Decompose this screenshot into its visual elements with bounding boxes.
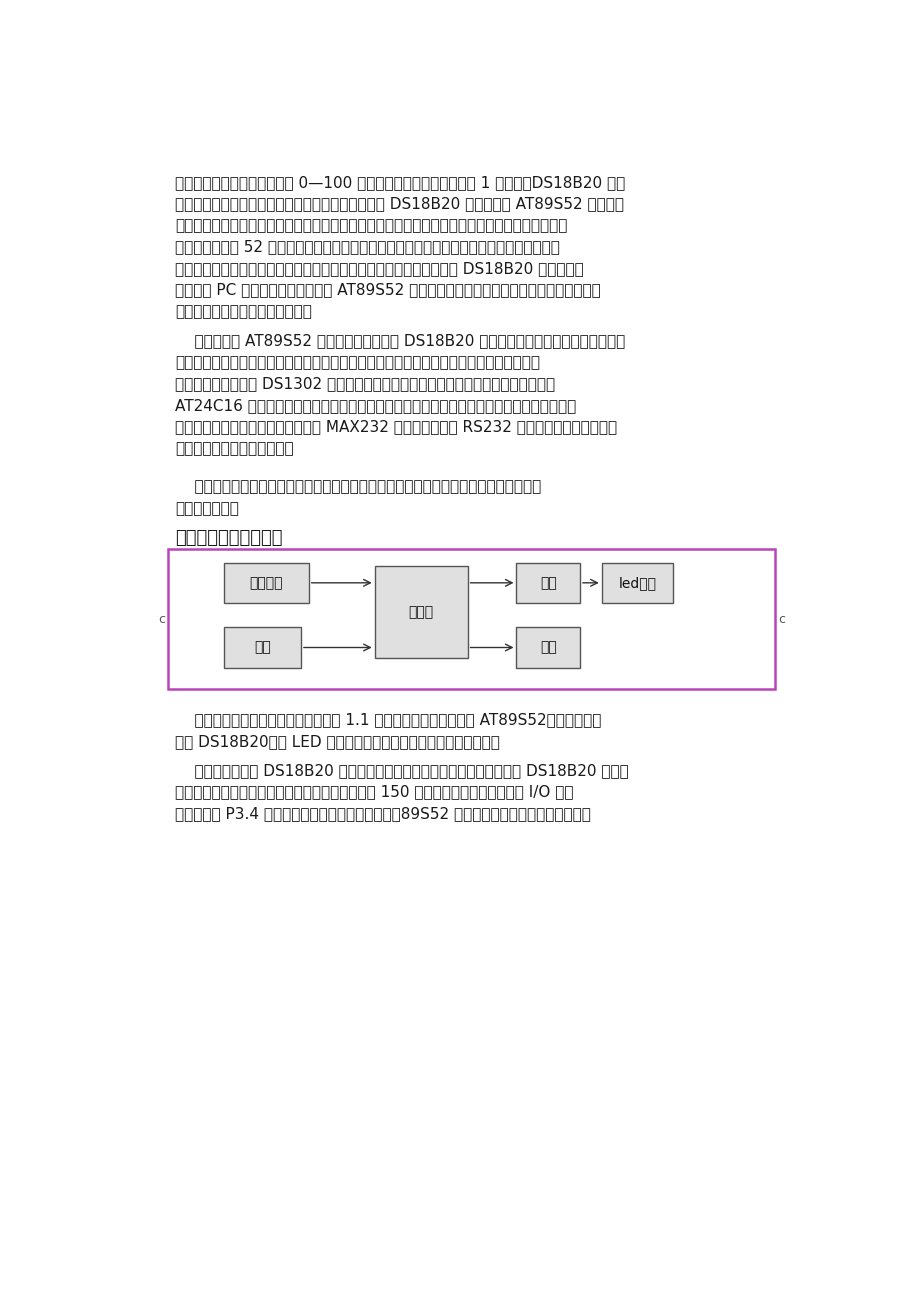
Text: 工作原理：基于 DS18B20 的温度测量装置电路图如上所示：温度传感器 DS18B20 将被测: 工作原理：基于 DS18B20 的温度测量装置电路图如上所示：温度传感器 DS1… — [176, 763, 629, 779]
Text: 温度计电路设计总体设计方框图如图 1.1 所示，控制器采用单片机 AT89S52，温度传感器: 温度计电路设计总体设计方框图如图 1.1 所示，控制器采用单片机 AT89S52… — [176, 712, 601, 728]
Text: 大特点之一采用了单总线的数据传输，由数字温度计 DS18B20 和微控制器 AT89S52 构成的温: 大特点之一采用了单总线的数据传输，由数字温度计 DS18B20 和微控制器 AT… — [176, 197, 624, 211]
Text: c: c — [158, 613, 165, 626]
Text: 方案二的总体设计框图: 方案二的总体设计框图 — [176, 529, 283, 547]
FancyBboxPatch shape — [516, 562, 579, 603]
Text: 时和温度查询，获得的数据可以通过 MAX232 芯片与计算机的 RS232 接口进行串口通信，方便: 时和温度查询，获得的数据可以通过 MAX232 芯片与计算机的 RS232 接口… — [176, 419, 617, 435]
Text: 的采集和整理时间温度数据。: 的采集和整理时间温度数据。 — [176, 441, 294, 456]
Text: 温元件，此元件线形较好。在 0—100 摄氏度时，最大线形偏差小于 1 摄氏度。DS18B20 的最: 温元件，此元件线形较好。在 0—100 摄氏度时，最大线形偏差小于 1 摄氏度。… — [176, 174, 625, 190]
Text: 该系统利用 AT89S52 芯片控制温度传感器 DS18B20 进行实时温度检测并显示，能够实现: 该系统利用 AT89S52 芯片控制温度传感器 DS18B20 进行实时温度检测… — [176, 333, 625, 349]
Text: 采用了方案二。: 采用了方案二。 — [176, 501, 239, 516]
Text: 温度检测: 温度检测 — [249, 575, 282, 590]
Text: 体积不大。采用 52 单片机控制，软件编程的自由度大，可通过编程实现各种各样的算术算法: 体积不大。采用 52 单片机控制，软件编程的自由度大，可通过编程实现各种各样的算… — [176, 240, 560, 254]
Text: 设计中加入时钟芯片 DS1302 以获取时间数据，在数据处理同时显示时间，并可以利用: 设计中加入时钟芯片 DS1302 以获取时间数据，在数据处理同时显示时间，并可以… — [176, 376, 555, 392]
Text: 驱动: 驱动 — [539, 575, 556, 590]
Text: 晶振: 晶振 — [254, 641, 270, 655]
Text: 采用 DS18B20，用 LED 液晶显示屏以串口传送数据实现温度显示：: 采用 DS18B20，用 LED 液晶显示屏以串口传送数据实现温度显示： — [176, 734, 500, 749]
Text: 和逻辑控制，而且体积小，硬件实现简单，安装方便。既可以单独对多 DS18B20 控制工作，: 和逻辑控制，而且体积小，硬件实现简单，安装方便。既可以单独对多 DS18B20 … — [176, 260, 584, 276]
Text: led显示: led显示 — [618, 575, 655, 590]
FancyBboxPatch shape — [516, 628, 579, 668]
Text: 度测量装置，它直接输出温度的数字信号，可直接与计算机连接。这样，测温系统的结构就简单，: 度测量装置，它直接输出温度的数字信号，可直接与计算机连接。这样，测温系统的结构就… — [176, 217, 567, 233]
Bar — [167, 549, 775, 689]
Text: 以上两种方案，经小组讨论后，采用方案二，电路比较简单，软件设计也比较简单，故: 以上两种方案，经小组讨论后，采用方案二，电路比较简单，软件设计也比较简单，故 — [176, 479, 541, 495]
Text: 还可以与 PC 机通信上传数据，另外 AT89S52 在工业控制上也有着广泛的应用，编程技术及外: 还可以与 PC 机通信上传数据，另外 AT89S52 在工业控制上也有着广泛的应… — [176, 283, 600, 298]
Text: 围功能电路的配合使用都很成熟。: 围功能电路的配合使用都很成熟。 — [176, 305, 312, 319]
FancyBboxPatch shape — [374, 566, 467, 659]
FancyBboxPatch shape — [223, 628, 301, 668]
FancyBboxPatch shape — [223, 562, 309, 603]
FancyBboxPatch shape — [601, 562, 673, 603]
Text: 报警: 报警 — [539, 641, 556, 655]
Text: 与单片机的 P3.4 相连，传感器采用外部电源供电。89S52 是整个装置的控制核心，显示器模: 与单片机的 P3.4 相连，传感器采用外部电源供电。89S52 是整个装置的控制… — [176, 806, 591, 822]
Text: c: c — [777, 613, 784, 626]
Text: AT24C16 芯片作为存储器件，以此来对某些时间点的温度数据进行存储，利用键盘来进行调: AT24C16 芯片作为存储器件，以此来对某些时间点的温度数据进行存储，利用键盘… — [176, 398, 576, 413]
Text: 快速测量环境温度，并可以根据需要设定上下限报警温度。该系统扩展性非常强，它可以在: 快速测量环境温度，并可以根据需要设定上下限报警温度。该系统扩展性非常强，它可以在 — [176, 355, 539, 370]
Text: 环境温度转换成带符号的数字信号，传感器可置于 150 米以内的任何地方，输出脚 I/O 直接: 环境温度转换成带符号的数字信号，传感器可置于 150 米以内的任何地方，输出脚 … — [176, 785, 573, 799]
Text: 单片机: 单片机 — [408, 605, 433, 618]
